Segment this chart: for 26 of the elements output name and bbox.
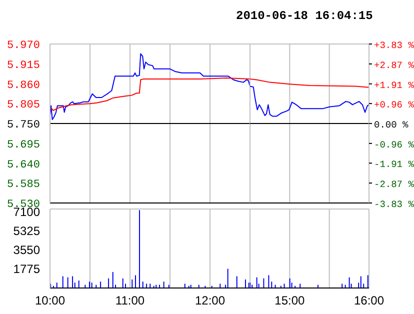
y-tick-label: 5.640 [6, 159, 40, 172]
y-tick-label: 5.915 [6, 60, 40, 72]
y2-tick-label: +2.87 % [374, 60, 414, 71]
x-tick-label: 12:00 [194, 294, 226, 308]
y-tick-label: 5.805 [6, 100, 40, 112]
chart-title: 2010-06-18 16:04:15 [236, 9, 373, 23]
y-tick-label: 5.585 [6, 179, 40, 192]
y2-tick-label: -3.83 % [374, 199, 414, 210]
y-tick-label: 5325 [13, 224, 40, 238]
x-tick-label: 16:00 [354, 294, 384, 308]
y-tick-label: 3550 [13, 243, 40, 258]
y-tick-label: 5.860 [6, 80, 40, 92]
y2-tick-label: -0.96 % [374, 139, 414, 150]
y-tick-label: 5.970 [6, 40, 40, 52]
y-tick-label: 5.695 [6, 139, 40, 152]
y-tick-label: 5.750 [6, 120, 40, 132]
y2-tick-label: +0.96 % [374, 100, 414, 111]
y2-tick-label: +3.83 % [374, 40, 414, 51]
x-tick-label: 10:00 [34, 294, 66, 308]
y2-tick-label: -2.87 % [374, 179, 414, 190]
y2-tick-label: -1.91 % [374, 159, 414, 170]
y2-tick-label: 0.00 % [374, 120, 409, 130]
x-tick-label: 15:00 [274, 294, 306, 308]
x-tick-label: 11:00 [115, 294, 145, 308]
y-tick-label: 1775 [13, 262, 40, 276]
y2-tick-label: +1.91 % [374, 80, 414, 91]
